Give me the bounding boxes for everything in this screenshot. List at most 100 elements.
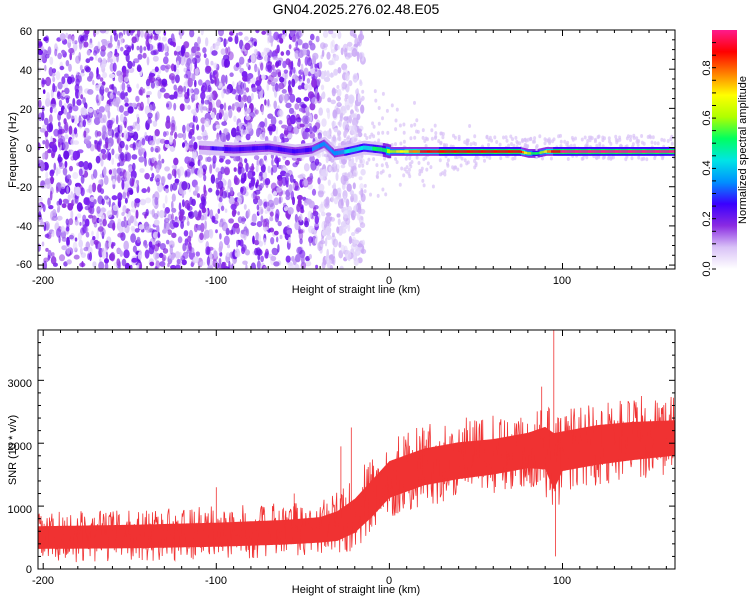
snr-ytick-3000: 3000 (8, 378, 32, 390)
heatmap-cell (248, 182, 252, 188)
heatmap-cell (261, 30, 267, 35)
heatmap-cell (134, 228, 140, 233)
heatmap-cell (118, 153, 125, 163)
heatmap-cell (229, 31, 234, 36)
heatmap-cell (336, 88, 342, 97)
colorbar-tick-0.6: 0.6 (701, 110, 713, 125)
heatmap-cell (117, 173, 121, 184)
heatmap-cell (381, 187, 385, 192)
spectrogram-ytick-0: 0 (26, 143, 32, 155)
heatmap-cell (255, 247, 262, 256)
heatmap-cell (670, 141, 674, 146)
heatmap-cell (75, 186, 81, 197)
heatmap-cell (75, 78, 80, 87)
heatmap-cell (62, 167, 68, 176)
heatmap-cell (111, 157, 115, 165)
heatmap-cell (286, 229, 293, 235)
heatmap-cell (51, 215, 58, 221)
heatmap-cell (332, 247, 335, 257)
heatmap-cell (102, 72, 108, 79)
heatmap-cell (138, 156, 145, 163)
heatmap-cell (165, 64, 171, 70)
heatmap-cell (201, 124, 205, 133)
heatmap-cell (167, 173, 172, 180)
heatmap-cell (309, 102, 316, 111)
heatmap-cell (177, 236, 183, 244)
heatmap-cell (487, 142, 490, 147)
heatmap-cell (171, 168, 177, 177)
heatmap-cell (629, 134, 633, 139)
heatmap-cell (354, 137, 357, 142)
heatmap-cell (236, 106, 241, 113)
heatmap-cell (78, 239, 83, 248)
heatmap-cell (329, 216, 333, 221)
heatmap-cell (241, 71, 248, 78)
heatmap-cell (127, 106, 134, 114)
heatmap-cell (266, 83, 270, 91)
heatmap-cell (244, 42, 251, 51)
heatmap-cell (487, 137, 491, 142)
heatmap-cell (65, 97, 70, 104)
heatmap-cell (51, 68, 57, 74)
heatmap-cell (169, 41, 175, 46)
heatmap-cell (179, 251, 182, 259)
heatmap-cell (51, 152, 55, 159)
heatmap-cell (311, 188, 317, 196)
heatmap-cell (279, 234, 283, 240)
heatmap-cell (331, 120, 337, 128)
heatmap-cell (205, 65, 212, 73)
heatmap-cell (227, 244, 230, 249)
heatmap-cell (332, 134, 336, 142)
heatmap-cell (348, 114, 352, 124)
heatmap-cell (110, 243, 114, 249)
heatmap-cell (637, 155, 641, 160)
colorbar-tick-0.4: 0.4 (701, 160, 713, 175)
heatmap-cell (355, 227, 362, 233)
heatmap-cell (86, 114, 90, 121)
heatmap-cell (288, 262, 294, 269)
heatmap-cell (355, 133, 359, 138)
heatmap-cell (68, 125, 73, 135)
heatmap-cell (331, 184, 336, 189)
heatmap-cell (241, 246, 246, 255)
heatmap-cell (333, 161, 337, 167)
heatmap-cell (64, 73, 69, 79)
heatmap-cell (250, 77, 256, 85)
heatmap-cell (288, 107, 295, 115)
heatmap-cell (365, 136, 369, 140)
heatmap-cell (237, 96, 243, 102)
heatmap-cell (242, 129, 247, 135)
heatmap-cell (348, 235, 352, 245)
heatmap-cell (256, 84, 262, 92)
heatmap-cell (208, 187, 213, 193)
heatmap-cell (553, 150, 556, 153)
heatmap-cell (511, 137, 514, 142)
heatmap-cell (384, 192, 388, 197)
heatmap-cell (336, 45, 341, 50)
heatmap-cell (289, 174, 294, 183)
heatmap-cell (359, 183, 364, 191)
heatmap-cell (292, 67, 296, 74)
heatmap-cell (171, 232, 177, 239)
heatmap-cell (251, 213, 257, 223)
heatmap-cell (159, 87, 166, 93)
heatmap-cell (337, 30, 342, 40)
heatmap-cell (60, 183, 66, 189)
heatmap-cell (123, 249, 130, 259)
heatmap-cell (255, 181, 259, 188)
heatmap-cell (267, 126, 274, 132)
heatmap-cell (106, 210, 113, 218)
heatmap-cell (271, 247, 278, 255)
heatmap-cell (326, 51, 331, 60)
heatmap-cell (66, 259, 72, 265)
heatmap-cell (89, 199, 95, 209)
heatmap-cell (363, 183, 367, 188)
heatmap-cell (219, 233, 222, 240)
spectrogram-ytick-60: 60 (20, 26, 32, 38)
heatmap-cell (245, 162, 249, 173)
heatmap-cell (135, 95, 140, 103)
heatmap-cell (72, 105, 79, 112)
heatmap-cell (122, 191, 127, 200)
heatmap-cell (174, 251, 181, 259)
heatmap-cell (265, 47, 270, 53)
